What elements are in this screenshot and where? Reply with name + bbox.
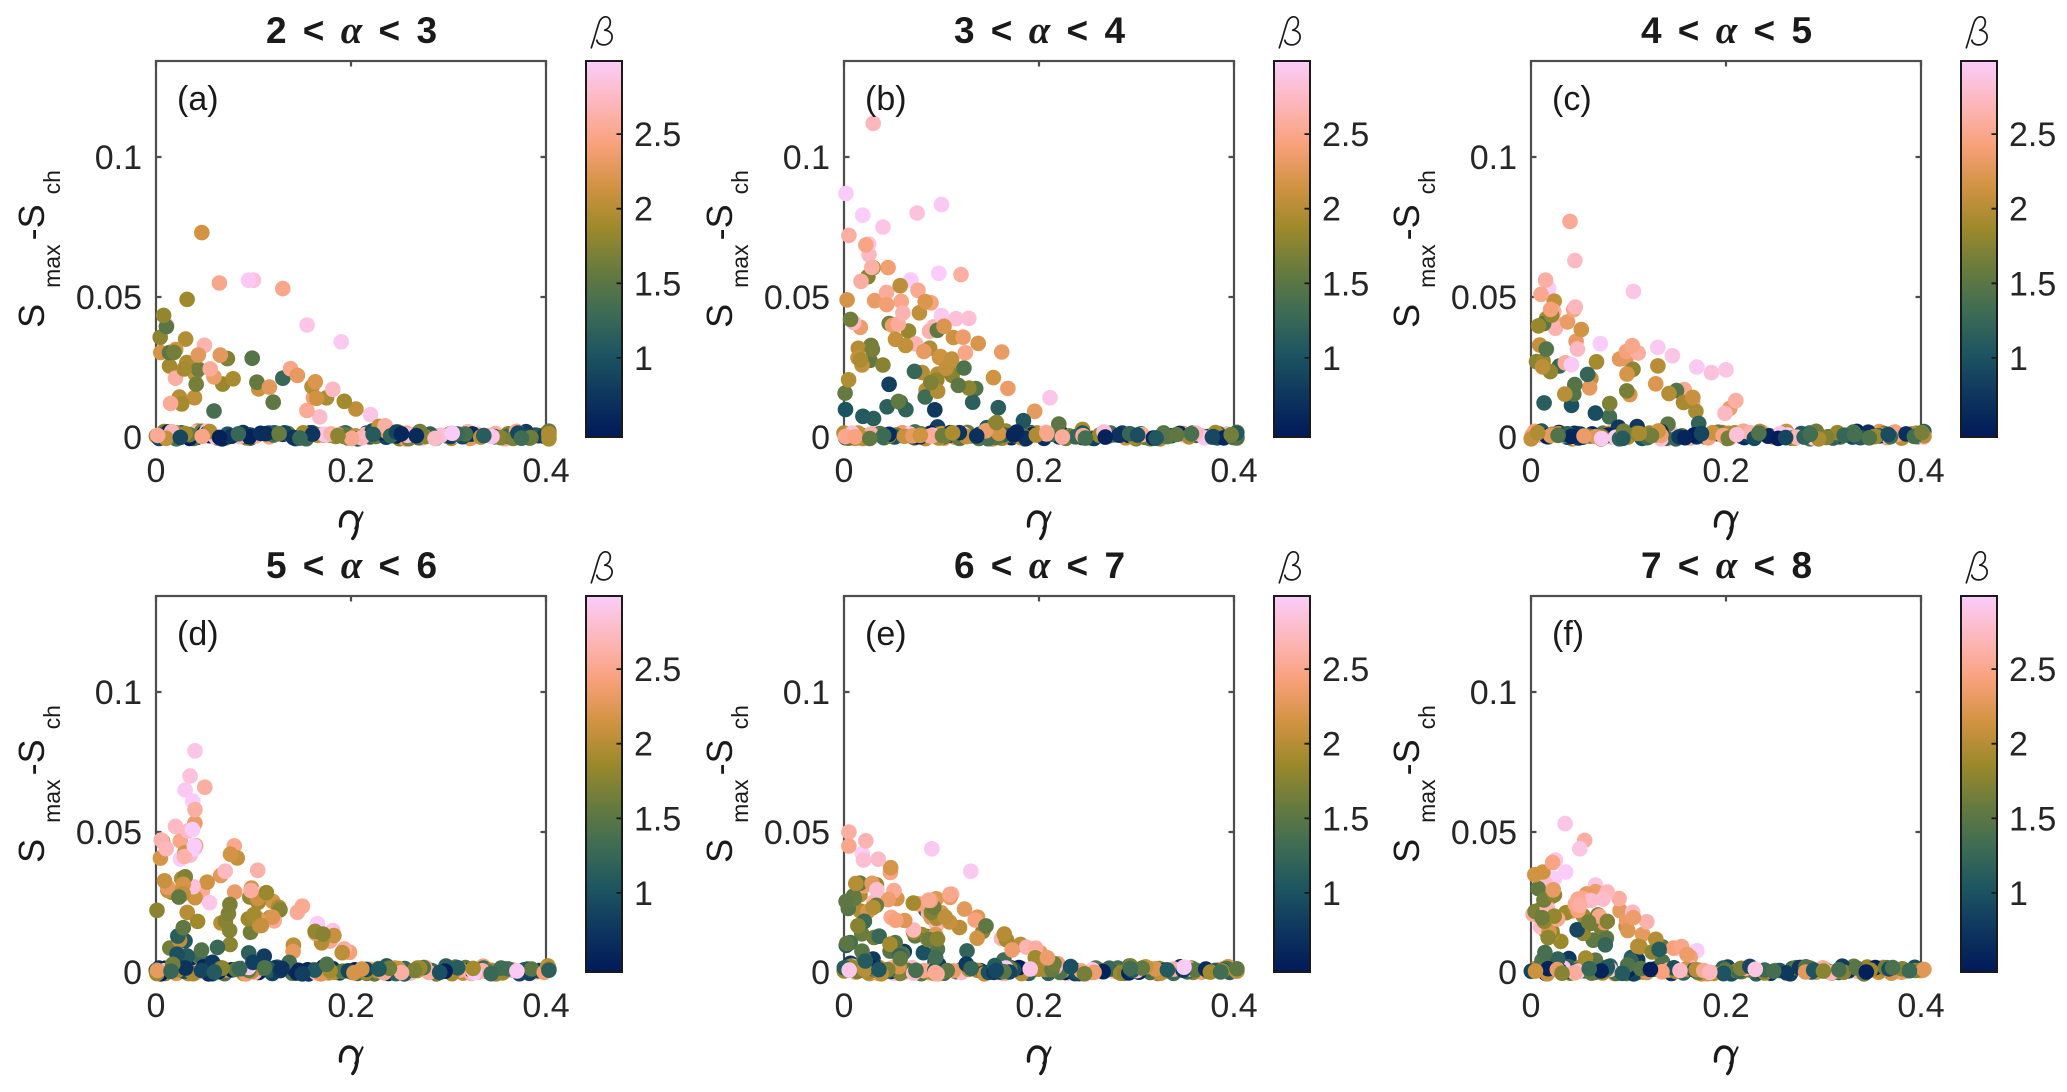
svg-text:0.2: 0.2 <box>1015 987 1062 1025</box>
svg-text:(f): (f) <box>1552 615 1584 653</box>
svg-text:1.5: 1.5 <box>1322 800 1369 838</box>
svg-text:0.1: 0.1 <box>95 139 142 177</box>
svg-text:1: 1 <box>2009 875 2028 913</box>
svg-text:2 < α < 3: 2 < α < 3 <box>266 9 440 52</box>
svg-text:2.5: 2.5 <box>1322 651 1369 689</box>
svg-text:1: 1 <box>634 875 653 913</box>
svg-text:0: 0 <box>1522 987 1541 1025</box>
svg-text:0.1: 0.1 <box>783 139 830 177</box>
svg-text:4 < α < 5: 4 < α < 5 <box>1641 9 1815 52</box>
svg-text:0: 0 <box>123 954 142 992</box>
svg-text:0.4: 0.4 <box>1897 452 1944 490</box>
svg-text:(c): (c) <box>1552 80 1592 118</box>
svg-text:(a): (a) <box>177 80 219 118</box>
svg-text:5 < α < 6: 5 < α < 6 <box>266 544 440 587</box>
svg-text:0: 0 <box>147 987 166 1025</box>
svg-text:0: 0 <box>1522 452 1541 490</box>
svg-text:(d): (d) <box>177 615 219 653</box>
svg-text:0.1: 0.1 <box>1470 139 1517 177</box>
svg-text:2.5: 2.5 <box>2009 116 2056 154</box>
svg-text:7 < α < 8: 7 < α < 8 <box>1641 544 1815 587</box>
svg-text:0.1: 0.1 <box>95 674 142 712</box>
svg-text:0.2: 0.2 <box>1702 452 1749 490</box>
svg-text:0: 0 <box>811 954 830 992</box>
svg-text:3 < α < 4: 3 < α < 4 <box>954 9 1128 52</box>
svg-text:1: 1 <box>2009 340 2028 378</box>
svg-text:0.05: 0.05 <box>764 814 830 852</box>
svg-text:0: 0 <box>1498 954 1517 992</box>
svg-text:0.05: 0.05 <box>764 279 830 317</box>
svg-text:(b): (b) <box>865 80 907 118</box>
svg-text:0: 0 <box>835 987 854 1025</box>
svg-text:2: 2 <box>2009 726 2028 764</box>
svg-text:2.5: 2.5 <box>1322 116 1369 154</box>
svg-text:0.1: 0.1 <box>1470 674 1517 712</box>
svg-text:1: 1 <box>1322 340 1341 378</box>
svg-text:2.5: 2.5 <box>634 116 681 154</box>
svg-text:2: 2 <box>1322 191 1341 229</box>
svg-text:1.5: 1.5 <box>634 265 681 303</box>
svg-text:0.2: 0.2 <box>327 452 374 490</box>
svg-text:0: 0 <box>835 452 854 490</box>
svg-text:0.05: 0.05 <box>1451 814 1517 852</box>
svg-text:0.1: 0.1 <box>783 674 830 712</box>
svg-text:2: 2 <box>2009 191 2028 229</box>
svg-text:0.4: 0.4 <box>1210 452 1257 490</box>
svg-text:0.2: 0.2 <box>1702 987 1749 1025</box>
svg-text:2: 2 <box>634 191 653 229</box>
svg-text:0.05: 0.05 <box>76 814 142 852</box>
svg-text:1: 1 <box>634 340 653 378</box>
svg-text:6 < α < 7: 6 < α < 7 <box>954 544 1128 587</box>
svg-text:2.5: 2.5 <box>2009 651 2056 689</box>
svg-text:0: 0 <box>123 419 142 457</box>
svg-text:0: 0 <box>147 452 166 490</box>
svg-text:2.5: 2.5 <box>634 651 681 689</box>
svg-text:1.5: 1.5 <box>2009 800 2056 838</box>
svg-text:0.05: 0.05 <box>76 279 142 317</box>
svg-text:0.4: 0.4 <box>1897 987 1944 1025</box>
svg-text:(e): (e) <box>865 615 907 653</box>
svg-text:0.4: 0.4 <box>1210 987 1257 1025</box>
svg-text:0.4: 0.4 <box>522 452 569 490</box>
svg-text:0.05: 0.05 <box>1451 279 1517 317</box>
svg-text:1: 1 <box>1322 875 1341 913</box>
svg-text:0.2: 0.2 <box>1015 452 1062 490</box>
svg-text:2: 2 <box>634 726 653 764</box>
svg-text:1.5: 1.5 <box>1322 265 1369 303</box>
svg-text:0.4: 0.4 <box>522 987 569 1025</box>
svg-text:0: 0 <box>1498 419 1517 457</box>
svg-text:2: 2 <box>1322 726 1341 764</box>
svg-text:1.5: 1.5 <box>2009 265 2056 303</box>
svg-text:0: 0 <box>811 419 830 457</box>
svg-text:1.5: 1.5 <box>634 800 681 838</box>
svg-text:0.2: 0.2 <box>327 987 374 1025</box>
